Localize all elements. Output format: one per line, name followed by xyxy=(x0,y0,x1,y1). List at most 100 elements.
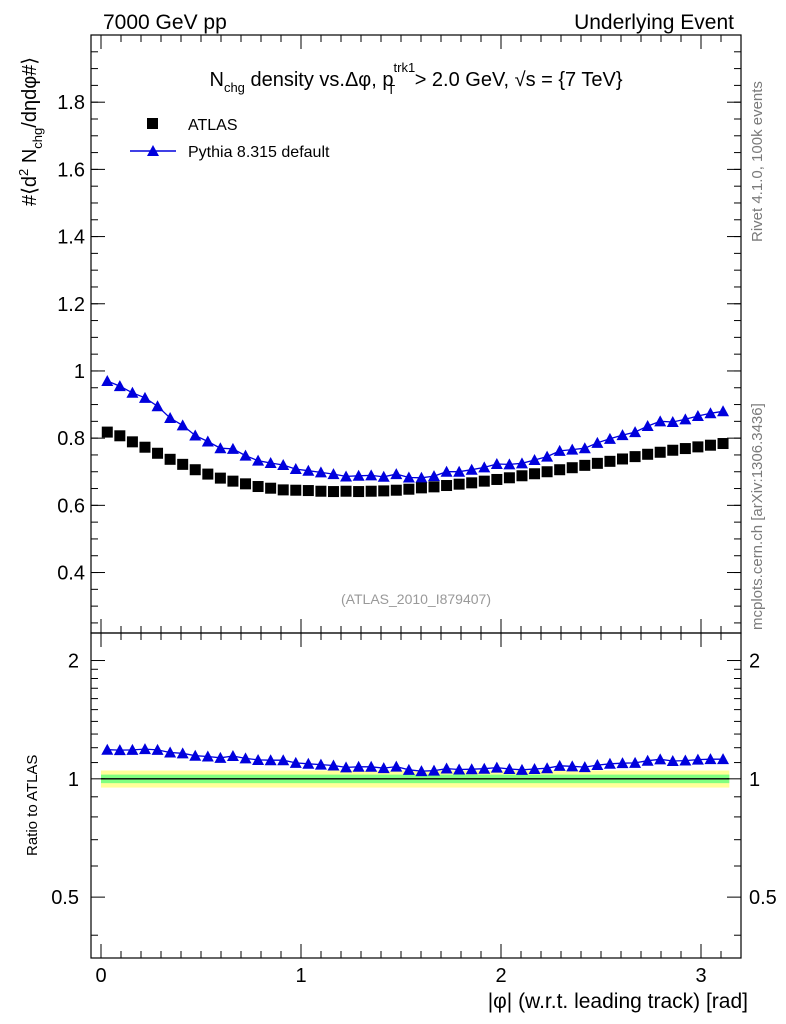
ratio-pythia-point xyxy=(101,743,114,755)
legend-atlas-marker xyxy=(147,118,158,129)
pythia-point xyxy=(591,436,604,448)
ratio-y-tick-label-left: 2 xyxy=(68,651,79,673)
pythia-point xyxy=(138,391,151,403)
atlas-point xyxy=(554,464,566,476)
pythia-point xyxy=(327,468,340,480)
ratio-y-axis-label: Ratio to ATLAS xyxy=(24,755,41,856)
watermark-label: (ATLAS_2010_I879407) xyxy=(341,591,491,607)
atlas-point xyxy=(290,484,302,496)
ratio-pythia-point xyxy=(629,756,642,768)
atlas-point xyxy=(516,470,528,482)
legend: ATLAS Pythia 8.315 default xyxy=(130,117,330,161)
atlas-point xyxy=(503,472,515,484)
atlas-point xyxy=(139,441,151,453)
atlas-point xyxy=(617,453,628,465)
main-y-axis-label: #⟨d2 Nchg/dηdφ#⟩ xyxy=(16,57,45,206)
atlas-point xyxy=(353,486,365,498)
ratio-pythia-point xyxy=(666,755,679,767)
main-y-tick-label: 0.4 xyxy=(57,563,85,585)
main-y-tick-label: 1.2 xyxy=(57,294,85,316)
pythia-point xyxy=(201,435,214,447)
x-tick-label: 3 xyxy=(695,965,706,987)
ratio-pythia-point xyxy=(679,754,692,766)
header-left-label: 7000 GeV pp xyxy=(103,11,227,34)
main-plot-title: Nchg density vs.Δφ, ptrk1 T > 2.0 GeV, √s… xyxy=(209,60,622,97)
atlas-point xyxy=(579,459,591,471)
x-tick-label: 0 xyxy=(95,965,106,987)
pythia-point xyxy=(440,465,453,477)
pythia-point xyxy=(314,466,327,478)
pythia-point xyxy=(528,453,541,465)
atlas-point xyxy=(378,485,390,497)
ratio-pythia-point xyxy=(252,753,265,765)
ratio-pythia-point xyxy=(365,760,378,772)
main-y-tick-label: 1.8 xyxy=(57,92,85,114)
atlas-point xyxy=(491,473,503,485)
legend-atlas-label: ATLAS xyxy=(188,117,238,134)
pythia-point xyxy=(453,465,466,477)
atlas-point xyxy=(252,481,264,493)
main-y-tick-label: 1 xyxy=(74,361,85,383)
pythia-point xyxy=(679,413,692,425)
atlas-point xyxy=(642,448,654,460)
atlas-point xyxy=(327,486,339,498)
ratio-pythia-point xyxy=(717,753,730,765)
atlas-point xyxy=(227,475,239,487)
ratio-pythia-point xyxy=(603,757,616,769)
atlas-point xyxy=(629,451,641,463)
ratio-pythia-point xyxy=(465,763,478,775)
pythia-point xyxy=(289,463,302,475)
ratio-y-tick-label-left: 1 xyxy=(68,769,79,791)
ratio-pythia-point xyxy=(616,757,629,769)
ratio-pythia-point xyxy=(453,763,466,775)
pythia-point xyxy=(214,442,227,454)
ratio-pythia-point xyxy=(377,762,390,774)
pythia-point xyxy=(603,432,616,444)
atlas-point xyxy=(478,475,490,487)
pythia-point xyxy=(390,468,403,480)
ratio-pythia-point xyxy=(390,760,403,772)
pythia-point xyxy=(402,471,415,483)
pythia-point xyxy=(252,454,265,466)
atlas-point xyxy=(277,484,289,496)
ratio-pythia-point xyxy=(591,759,604,771)
atlas-point xyxy=(654,446,666,458)
ratio-pythia-point xyxy=(553,759,566,771)
ratio-y-tick-label-right: 2 xyxy=(749,651,760,673)
ratio-pythia-point xyxy=(402,763,415,775)
ratio-y-tick-label-right: 0.5 xyxy=(749,887,777,909)
ratio-pythia-point xyxy=(239,752,252,764)
ratio-pythia-point xyxy=(176,747,189,759)
atlas-point xyxy=(453,478,465,490)
atlas-point xyxy=(604,455,616,467)
atlas-point xyxy=(692,441,704,453)
ratio-pythia-point xyxy=(440,762,453,774)
pythia-point xyxy=(465,463,478,475)
atlas-point xyxy=(164,453,176,465)
pythia-point xyxy=(490,458,503,470)
ratio-pythia-point xyxy=(691,753,704,765)
pythia-point xyxy=(616,429,629,441)
ratio-pythia-point xyxy=(138,743,151,755)
pythia-point xyxy=(126,386,139,398)
main-y-tick-label: 0.8 xyxy=(57,428,85,450)
pythia-point xyxy=(717,405,730,417)
pythia-point xyxy=(302,464,315,476)
ratio-plot-area: 0 1 2 3 0.5 0.5 1 1 2 2 xyxy=(51,632,777,987)
pythia-point xyxy=(478,461,491,473)
atlas-point xyxy=(390,484,402,496)
pythia-point xyxy=(151,400,164,412)
ratio-pythia-point xyxy=(566,760,579,772)
atlas-point xyxy=(365,485,377,497)
pythia-point xyxy=(654,415,667,427)
pythia-point xyxy=(578,442,591,454)
atlas-point xyxy=(403,483,415,495)
main-y-tick-label: 1.6 xyxy=(57,159,85,181)
ratio-pythia-point xyxy=(428,764,440,776)
ratio-pythia-point xyxy=(654,753,667,765)
ratio-pythia-point xyxy=(164,746,177,758)
ratio-pythia-point xyxy=(277,754,290,766)
x-tick-label: 2 xyxy=(495,965,506,987)
ratio-pythia-point xyxy=(302,757,315,769)
ratio-pythia-point xyxy=(264,754,277,766)
